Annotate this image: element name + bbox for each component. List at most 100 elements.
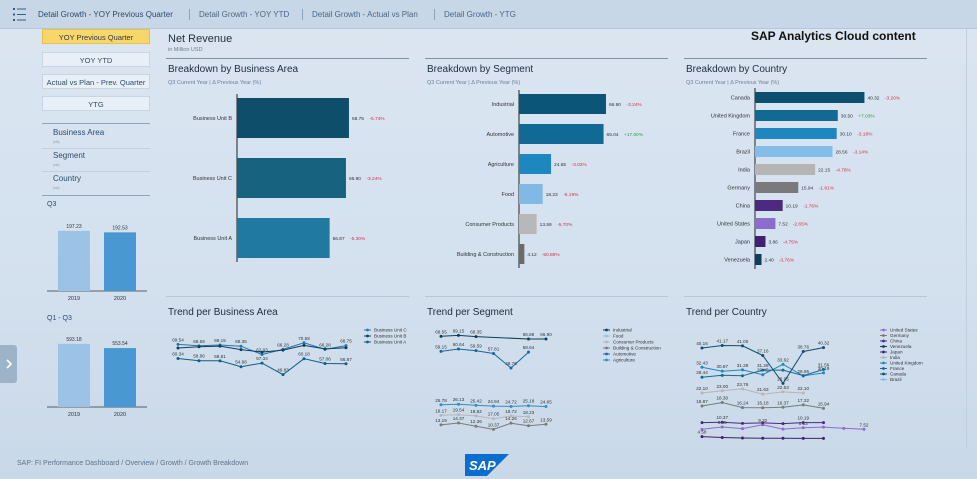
bar-agriculture	[519, 154, 552, 174]
category-label: United Kingdom	[711, 114, 751, 120]
data-point	[822, 406, 825, 410]
bar-value-label: 15.94	[801, 186, 813, 192]
data-point	[323, 362, 327, 366]
legend-marker	[882, 367, 885, 370]
bar-delta-label: -5.30%	[350, 236, 366, 242]
data-point	[457, 333, 460, 337]
data-point	[302, 357, 306, 361]
data-label: 10.37	[717, 415, 729, 420]
q3-label: Q3	[47, 201, 57, 208]
left-panel: YOY Previous Quarter YOY YTD Actual vs P…	[0, 29, 160, 449]
filter-country[interactable]: Country	[53, 174, 82, 183]
bar-value-label: 7.52	[778, 222, 788, 228]
tab-ytg[interactable]: Detail Growth - YTG	[444, 10, 516, 19]
data-point	[720, 344, 724, 348]
bar-delta-label: +7.03%	[858, 114, 875, 120]
bar-value-label: 30.50	[841, 114, 853, 120]
bar-value-label: 13.59	[540, 222, 552, 228]
data-label: 31.28	[757, 363, 769, 368]
data-label: 25.18	[523, 399, 535, 404]
data-point	[720, 373, 724, 377]
data-label: 18.72	[505, 409, 517, 414]
expand-panel-button[interactable]	[0, 345, 17, 383]
legend-marker	[882, 361, 885, 365]
data-point	[801, 350, 805, 354]
data-point	[544, 405, 548, 409]
bar-delta-label: -5.19%	[563, 192, 579, 198]
tab-yoy-ytd[interactable]: Detail Growth - YOY YTD	[199, 10, 290, 19]
legend-entry: Japan	[890, 350, 903, 355]
bar-china	[755, 200, 783, 211]
section-title-business-area: Breakdown by Business Area	[168, 64, 299, 75]
data-point	[741, 406, 744, 410]
legend-entry: France	[890, 366, 905, 371]
data-point	[801, 374, 805, 378]
yoy-previous-quarter-button[interactable]: YOY Previous Quarter	[42, 29, 150, 44]
data-label: 25.42	[470, 398, 482, 403]
data-label: 66.28	[277, 342, 289, 347]
country-bar-chart: Canada 40.32 -3.20% United Kingdom 30.50 +7.0…	[711, 88, 901, 269]
bar-delta-label: -5.70%	[557, 222, 573, 228]
bar-value-label: 2.40	[765, 258, 775, 264]
filter-segment[interactable]: Segment	[53, 151, 86, 160]
category-label: Business Unit B	[193, 116, 232, 122]
data-label: 22.10	[696, 386, 708, 391]
breadcrumb[interactable]: SAP: FI Performance Dashboard / Overview…	[17, 460, 249, 467]
data-label: 38.76	[798, 345, 810, 350]
category-label: Agriculture	[488, 162, 514, 168]
bar-delta-label: -3.24%	[626, 102, 642, 108]
bar-germany	[755, 182, 799, 193]
bar-value-label: 30.10	[840, 132, 852, 138]
data-label: 68.55	[435, 329, 447, 334]
divider	[425, 296, 668, 297]
data-point	[176, 342, 180, 346]
tab-actual-vs-plan[interactable]: Detail Growth - Actual vs Plan	[312, 10, 418, 19]
data-point	[781, 405, 785, 409]
bar-value-label: 192.53	[112, 225, 128, 231]
data-label: 18.82	[470, 409, 482, 414]
category-label: Japan	[735, 240, 750, 246]
tab-yoy-previous-quarter[interactable]: Detail Growth - YOY Previous Quarter	[38, 10, 173, 19]
data-point	[700, 375, 704, 379]
data-point	[527, 424, 530, 428]
actual-vs-plan-button[interactable]: Actual vs Plan - Prev. Quarter	[42, 74, 150, 89]
bar-delta-label: -3.14%	[853, 150, 869, 156]
category-label: China	[736, 204, 751, 210]
data-point	[323, 347, 327, 351]
data-label: 69.54	[172, 337, 184, 342]
filter-business-area[interactable]: Business Area	[53, 128, 105, 137]
category-label: Business Unit C	[193, 176, 232, 182]
data-point	[544, 422, 548, 426]
data-point	[822, 367, 825, 371]
data-point	[197, 359, 201, 363]
data-label: 57.34	[256, 356, 268, 361]
data-label: 16.18	[757, 401, 769, 406]
data-label: 31.56	[818, 362, 830, 367]
data-point	[509, 421, 513, 425]
legend-entry: Automotive	[613, 352, 636, 357]
data-label: 66.90	[540, 332, 552, 337]
legend-entry: China	[890, 339, 902, 344]
yoy-ytd-button[interactable]: YOY YTD	[42, 52, 150, 67]
legend-marker	[882, 345, 885, 348]
data-point	[344, 362, 348, 366]
category-label: United States	[717, 222, 750, 228]
ytg-button[interactable]: YTG	[42, 96, 150, 111]
page-title: Net Revenue	[168, 33, 233, 45]
divider	[42, 171, 150, 172]
legend-marker	[605, 352, 608, 356]
data-point	[239, 344, 243, 348]
legend-marker	[605, 328, 608, 332]
category-label: Consumer Products	[465, 222, 514, 228]
right-scroll-border	[966, 29, 977, 449]
data-label: 58.64	[523, 345, 535, 350]
legend-entry: Building & Construction	[613, 346, 661, 351]
bar-industrial	[519, 94, 606, 114]
menu-icon[interactable]	[13, 8, 27, 21]
bar-value-label: 24.65	[554, 162, 566, 168]
data-label: 19.54	[453, 408, 465, 413]
data-point	[801, 421, 805, 425]
category-label: Building & Construction	[457, 252, 514, 258]
data-point	[527, 415, 530, 419]
data-point	[842, 426, 846, 430]
